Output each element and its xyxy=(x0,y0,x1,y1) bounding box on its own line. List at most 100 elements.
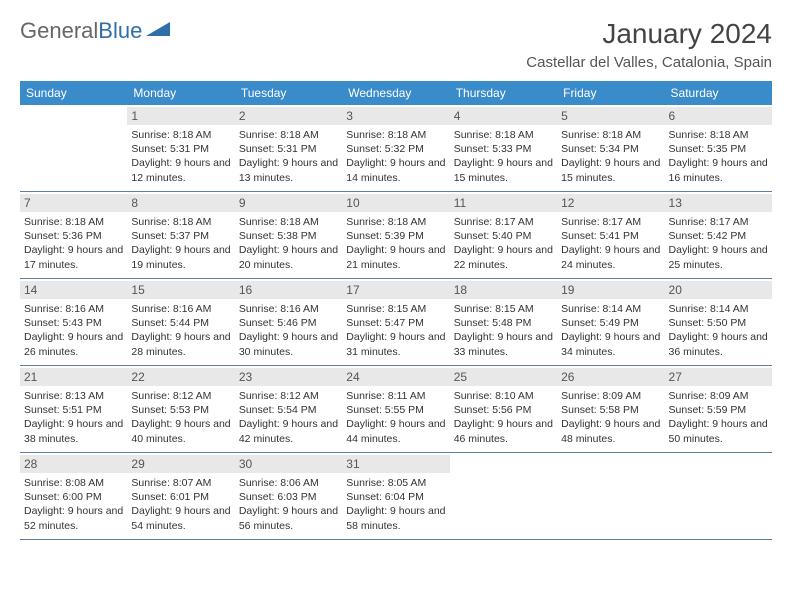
day-info: Sunrise: 8:18 AMSunset: 5:36 PMDaylight:… xyxy=(24,215,123,272)
day-info: Sunrise: 8:18 AMSunset: 5:35 PMDaylight:… xyxy=(669,128,768,185)
day-info: Sunrise: 8:08 AMSunset: 6:00 PMDaylight:… xyxy=(24,476,123,533)
weekday-sunday: Sunday xyxy=(20,81,127,105)
day-number: 5 xyxy=(557,107,664,125)
day-number: 13 xyxy=(665,194,772,212)
day-cell: 29Sunrise: 8:07 AMSunset: 6:01 PMDayligh… xyxy=(127,453,234,540)
weekday-header-row: SundayMondayTuesdayWednesdayThursdayFrid… xyxy=(20,81,772,105)
logo-text-blue: Blue xyxy=(98,18,142,44)
day-cell: 19 Sunrise: 8:14 AMSunset: 5:49 PMDayligh… xyxy=(557,279,664,366)
week-row: 28Sunrise: 8:08 AMSunset: 6:00 PMDayligh… xyxy=(20,453,772,540)
day-number: 23 xyxy=(235,368,342,386)
day-info: Sunrise: 8:17 AMSunset: 5:41 PMDaylight:… xyxy=(561,215,660,272)
week-row: 1 Sunrise: 8:18 AMSunset: 5:31 PMDaylight… xyxy=(20,105,772,192)
day-cell: 28Sunrise: 8:08 AMSunset: 6:00 PMDayligh… xyxy=(20,453,127,540)
day-cell: 14Sunrise: 8:16 AMSunset: 5:43 PMDayligh… xyxy=(20,279,127,366)
day-cell: 9 Sunrise: 8:18 AMSunset: 5:38 PMDaylight… xyxy=(235,192,342,279)
day-cell: 2 Sunrise: 8:18 AMSunset: 5:31 PMDaylight… xyxy=(235,105,342,192)
day-cell: 31Sunrise: 8:05 AMSunset: 6:04 PMDayligh… xyxy=(342,453,449,540)
day-info: Sunrise: 8:16 AMSunset: 5:44 PMDaylight:… xyxy=(131,302,230,359)
day-cell: 10Sunrise: 8:18 AMSunset: 5:39 PMDayligh… xyxy=(342,192,449,279)
day-cell: 30 Sunrise: 8:06 AMSunset: 6:03 PMDayligh… xyxy=(235,453,342,540)
day-info: Sunrise: 8:09 AMSunset: 5:59 PMDaylight:… xyxy=(669,389,768,446)
day-info: Sunrise: 8:12 AMSunset: 5:53 PMDaylight:… xyxy=(131,389,230,446)
day-cell: 15 Sunrise: 8:16 AMSunset: 5:44 PMDayligh… xyxy=(127,279,234,366)
day-info: Sunrise: 8:09 AMSunset: 5:58 PMDaylight:… xyxy=(561,389,660,446)
day-info: Sunrise: 8:11 AMSunset: 5:55 PMDaylight:… xyxy=(346,389,445,446)
day-cell: 24 Sunrise: 8:11 AMSunset: 5:55 PMDayligh… xyxy=(342,366,449,453)
day-number: 7 xyxy=(20,194,127,212)
day-info: Sunrise: 8:14 AMSunset: 5:50 PMDaylight:… xyxy=(669,302,768,359)
day-cell xyxy=(557,453,664,540)
day-number: 3 xyxy=(342,107,449,125)
day-number: 9 xyxy=(235,194,342,212)
logo-triangle-icon xyxy=(146,18,172,44)
weekday-monday: Monday xyxy=(127,81,234,105)
day-number: 30 xyxy=(235,455,342,473)
day-info: Sunrise: 8:18 AMSunset: 5:34 PMDaylight:… xyxy=(561,128,660,185)
day-info: Sunrise: 8:13 AMSunset: 5:51 PMDaylight:… xyxy=(24,389,123,446)
day-cell xyxy=(665,453,772,540)
day-info: Sunrise: 8:05 AMSunset: 6:04 PMDaylight:… xyxy=(346,476,445,533)
weekday-wednesday: Wednesday xyxy=(342,81,449,105)
header: GeneralBlue January 2024 Castellar del V… xyxy=(20,18,772,71)
day-number: 10 xyxy=(342,194,449,212)
day-info: Sunrise: 8:18 AMSunset: 5:37 PMDaylight:… xyxy=(131,215,230,272)
day-number: 6 xyxy=(665,107,772,125)
day-cell: 22 Sunrise: 8:12 AMSunset: 5:53 PMDayligh… xyxy=(127,366,234,453)
day-number: 4 xyxy=(450,107,557,125)
day-info: Sunrise: 8:18 AMSunset: 5:31 PMDaylight:… xyxy=(239,128,338,185)
day-info: Sunrise: 8:06 AMSunset: 6:03 PMDaylight:… xyxy=(239,476,338,533)
week-row: 21 Sunrise: 8:13 AMSunset: 5:51 PMDayligh… xyxy=(20,366,772,453)
week-row: 7 Sunrise: 8:18 AMSunset: 5:36 PMDaylight… xyxy=(20,192,772,279)
week-row: 14Sunrise: 8:16 AMSunset: 5:43 PMDayligh… xyxy=(20,279,772,366)
day-number: 15 xyxy=(127,281,234,299)
day-info: Sunrise: 8:12 AMSunset: 5:54 PMDaylight:… xyxy=(239,389,338,446)
day-info: Sunrise: 8:18 AMSunset: 5:38 PMDaylight:… xyxy=(239,215,338,272)
day-info: Sunrise: 8:18 AMSunset: 5:33 PMDaylight:… xyxy=(454,128,553,185)
day-cell: 23 Sunrise: 8:12 AMSunset: 5:54 PMDayligh… xyxy=(235,366,342,453)
day-cell: 25 Sunrise: 8:10 AMSunset: 5:56 PMDayligh… xyxy=(450,366,557,453)
day-info: Sunrise: 8:15 AMSunset: 5:48 PMDaylight:… xyxy=(454,302,553,359)
day-number: 1 xyxy=(127,107,234,125)
calendar-body: 1 Sunrise: 8:18 AMSunset: 5:31 PMDaylight… xyxy=(20,105,772,540)
day-cell: 6 Sunrise: 8:18 AMSunset: 5:35 PMDaylight… xyxy=(665,105,772,192)
day-cell xyxy=(450,453,557,540)
day-number: 12 xyxy=(557,194,664,212)
day-number: 29 xyxy=(127,455,234,473)
day-number: 21 xyxy=(20,368,127,386)
day-number: 24 xyxy=(342,368,449,386)
day-cell: 1Sunrise: 8:18 AMSunset: 5:31 PMDaylight… xyxy=(127,105,234,192)
day-cell: 16 Sunrise: 8:16 AMSunset: 5:46 PMDayligh… xyxy=(235,279,342,366)
day-number: 16 xyxy=(235,281,342,299)
day-number: 25 xyxy=(450,368,557,386)
day-cell: 3 Sunrise: 8:18 AMSunset: 5:32 PMDaylight… xyxy=(342,105,449,192)
day-number: 22 xyxy=(127,368,234,386)
weekday-friday: Friday xyxy=(557,81,664,105)
day-number: 19 xyxy=(557,281,664,299)
day-info: Sunrise: 8:14 AMSunset: 5:49 PMDaylight:… xyxy=(561,302,660,359)
day-number: 8 xyxy=(127,194,234,212)
day-number: 27 xyxy=(665,368,772,386)
weekday-tuesday: Tuesday xyxy=(235,81,342,105)
day-number: 20 xyxy=(665,281,772,299)
weekday-saturday: Saturday xyxy=(665,81,772,105)
day-cell: 5 Sunrise: 8:18 AMSunset: 5:34 PMDaylight… xyxy=(557,105,664,192)
day-number: 14 xyxy=(20,281,127,299)
day-number: 2 xyxy=(235,107,342,125)
day-cell: 21 Sunrise: 8:13 AMSunset: 5:51 PMDayligh… xyxy=(20,366,127,453)
day-info: Sunrise: 8:16 AMSunset: 5:46 PMDaylight:… xyxy=(239,302,338,359)
logo-text-gray: General xyxy=(20,18,98,44)
calendar-table: SundayMondayTuesdayWednesdayThursdayFrid… xyxy=(20,81,772,540)
day-info: Sunrise: 8:17 AMSunset: 5:42 PMDaylight:… xyxy=(669,215,768,272)
day-cell: 4 Sunrise: 8:18 AMSunset: 5:33 PMDaylight… xyxy=(450,105,557,192)
day-info: Sunrise: 8:18 AMSunset: 5:32 PMDaylight:… xyxy=(346,128,445,185)
location: Castellar del Valles, Catalonia, Spain xyxy=(526,54,772,71)
day-cell: 11Sunrise: 8:17 AMSunset: 5:40 PMDayligh… xyxy=(450,192,557,279)
logo: GeneralBlue xyxy=(20,18,172,44)
day-number: 26 xyxy=(557,368,664,386)
day-cell: 27 Sunrise: 8:09 AMSunset: 5:59 PMDayligh… xyxy=(665,366,772,453)
day-cell xyxy=(20,105,127,192)
day-number: 17 xyxy=(342,281,449,299)
day-info: Sunrise: 8:10 AMSunset: 5:56 PMDaylight:… xyxy=(454,389,553,446)
day-cell: 7 Sunrise: 8:18 AMSunset: 5:36 PMDaylight… xyxy=(20,192,127,279)
